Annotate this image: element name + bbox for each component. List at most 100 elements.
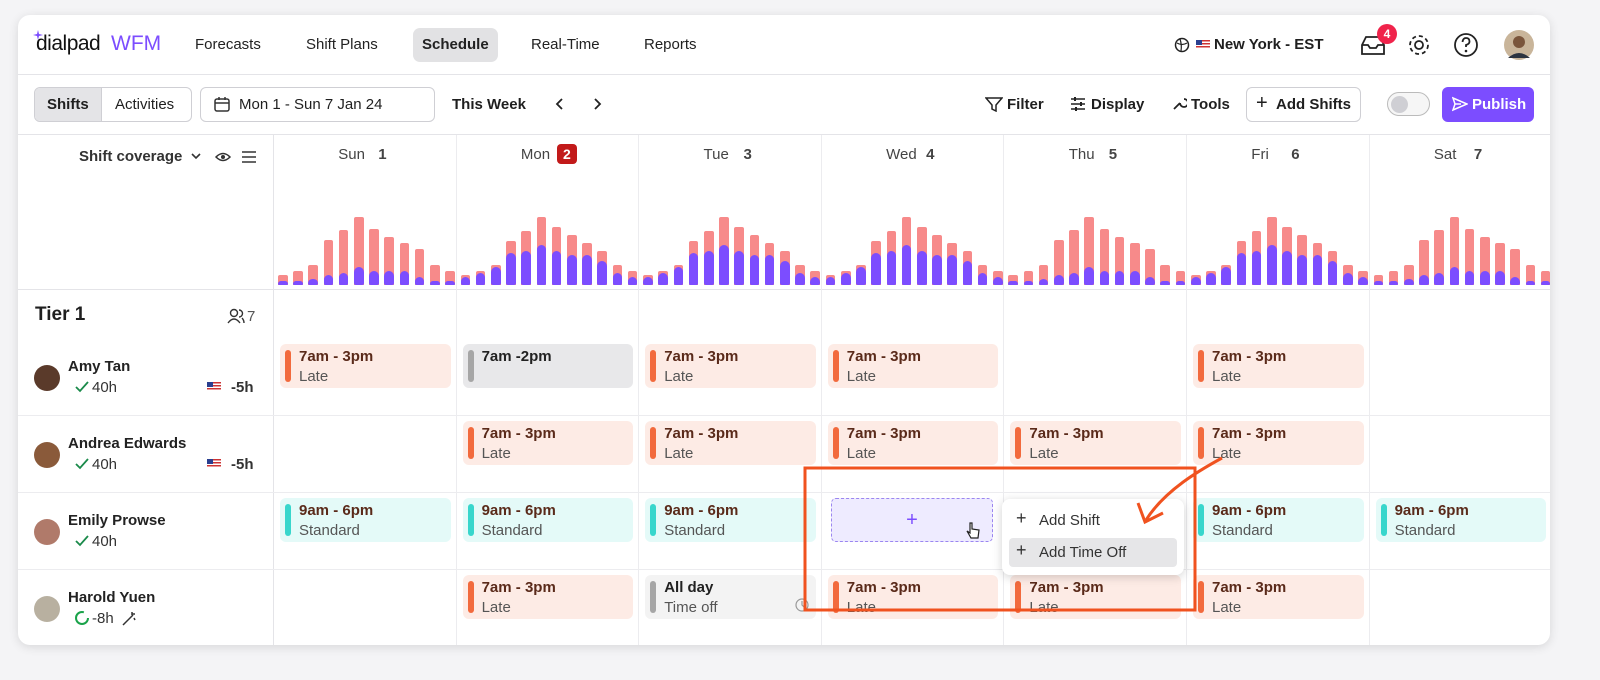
week-arrows: [555, 98, 602, 110]
shift-card[interactable]: [462, 344, 634, 388]
shift-bar: [1198, 350, 1204, 382]
scheduled-bar: [475, 273, 486, 285]
toolbar-action[interactable]: Filter: [1007, 96, 1044, 113]
shift-time: 7am - 3pm: [481, 425, 556, 442]
shift-card[interactable]: [1193, 575, 1364, 619]
shift-time: 7am - 3pm: [846, 579, 921, 596]
required-bar: [1130, 243, 1140, 285]
shift-time: 7am - 3pm: [664, 425, 739, 442]
shift-time: 9am - 6pm: [1212, 502, 1287, 519]
scheduled-bar: [1388, 281, 1399, 285]
person-hours: 40h: [92, 379, 118, 396]
shift-card[interactable]: [827, 421, 999, 465]
menu-item[interactable]: Add Time Off: [1039, 544, 1127, 561]
shift-card[interactable]: [645, 575, 816, 619]
shift-card[interactable]: [1193, 344, 1364, 388]
scheduled-bar: [977, 273, 988, 285]
scheduled-bar: [1464, 271, 1475, 285]
nav-link[interactable]: Forecasts: [195, 36, 261, 53]
add-shifts-btn[interactable]: [1246, 87, 1361, 122]
group-name: Tier 1: [35, 304, 86, 325]
tab[interactable]: Activities: [115, 96, 175, 113]
scheduled-bar: [1525, 281, 1536, 285]
nav-link[interactable]: Reports: [644, 36, 697, 53]
divider: [18, 415, 1550, 416]
scheduled-bar: [369, 271, 379, 285]
send-icon: [1452, 96, 1468, 112]
coverage-label[interactable]: Shift coverage: [79, 148, 183, 165]
shift-card[interactable]: [280, 344, 451, 388]
toolbar-action[interactable]: Display: [1091, 96, 1145, 113]
shift-label: Late: [481, 599, 511, 616]
nav-link[interactable]: Real-Time: [531, 36, 600, 53]
scheduled-bar: [308, 279, 318, 285]
day-date: 4: [926, 146, 935, 163]
help-icon: [1454, 33, 1478, 57]
divider: [273, 135, 274, 645]
tab-active-bg: [35, 88, 102, 121]
shift-card[interactable]: [645, 344, 816, 388]
scheduled-bar: [1054, 275, 1064, 285]
scheduled-bar: [1297, 255, 1307, 285]
scheduled-bar: [719, 245, 729, 285]
shift-time: 7am - 3pm: [1212, 579, 1287, 596]
filter-icon: [985, 97, 1003, 112]
flag-canton: [1196, 40, 1202, 45]
location[interactable]: New York - EST: [1214, 36, 1324, 53]
check-icon: [75, 535, 89, 547]
shift-time: 9am - 6pm: [664, 502, 739, 519]
avatar: [34, 519, 60, 545]
required-bar: [369, 229, 379, 285]
tabs: [34, 87, 192, 122]
sparkle: [33, 30, 43, 40]
scheduled-bar: [901, 245, 912, 285]
tab[interactable]: Shifts: [47, 96, 89, 113]
scheduled-bar: [582, 255, 592, 285]
avatar: [34, 442, 60, 468]
shift-card[interactable]: [827, 344, 999, 388]
scheduled-bar: [886, 251, 897, 285]
globe-icon: [1174, 37, 1190, 53]
shift-card[interactable]: [1375, 498, 1547, 542]
divider: [18, 569, 1550, 570]
required-bar: [445, 271, 455, 285]
shift-bar: [650, 581, 657, 613]
menu-item[interactable]: Add Shift: [1039, 512, 1100, 529]
shift-time: 9am - 6pm: [299, 502, 374, 519]
scheduled-bar: [962, 261, 973, 285]
scheduled-bar: [673, 267, 684, 285]
group-count: 7: [247, 308, 256, 325]
shift-bar: [1198, 581, 1204, 613]
tools-icon: [1173, 98, 1187, 110]
shift-bar: [467, 581, 474, 613]
shift-card[interactable]: [645, 498, 816, 542]
shift-card[interactable]: [645, 421, 816, 465]
nav-link[interactable]: Shift Plans: [306, 36, 378, 53]
shift-bar: [467, 504, 474, 536]
person-name: Harold Yuen: [68, 589, 156, 606]
required-bar: [1145, 249, 1155, 285]
shift-card[interactable]: [462, 498, 634, 542]
scheduled-bar: [1206, 273, 1216, 285]
shift-card[interactable]: [280, 498, 451, 542]
shift-card[interactable]: [462, 575, 634, 619]
toolbar-action[interactable]: Tools: [1191, 96, 1230, 113]
product: WFM: [111, 32, 162, 55]
scheduled-bar: [1327, 261, 1338, 285]
brand: dialpad: [36, 32, 101, 55]
shift-bar: [650, 427, 657, 459]
required-bar: [1175, 271, 1186, 285]
date-input[interactable]: [200, 87, 435, 122]
shift-label: Late: [1029, 599, 1059, 616]
cursor: [966, 522, 980, 539]
this-week[interactable]: This Week: [452, 96, 526, 113]
nav-link[interactable]: Schedule: [422, 36, 489, 53]
scheduled-bar: [430, 281, 440, 285]
scheduled-bar: [734, 251, 744, 285]
scheduled-bar: [597, 261, 607, 285]
scheduled-bar: [1510, 277, 1520, 285]
required-bar: [1525, 265, 1536, 285]
divider: [1003, 135, 1005, 645]
shift-card[interactable]: [462, 421, 634, 465]
scheduled-bar: [856, 267, 866, 285]
